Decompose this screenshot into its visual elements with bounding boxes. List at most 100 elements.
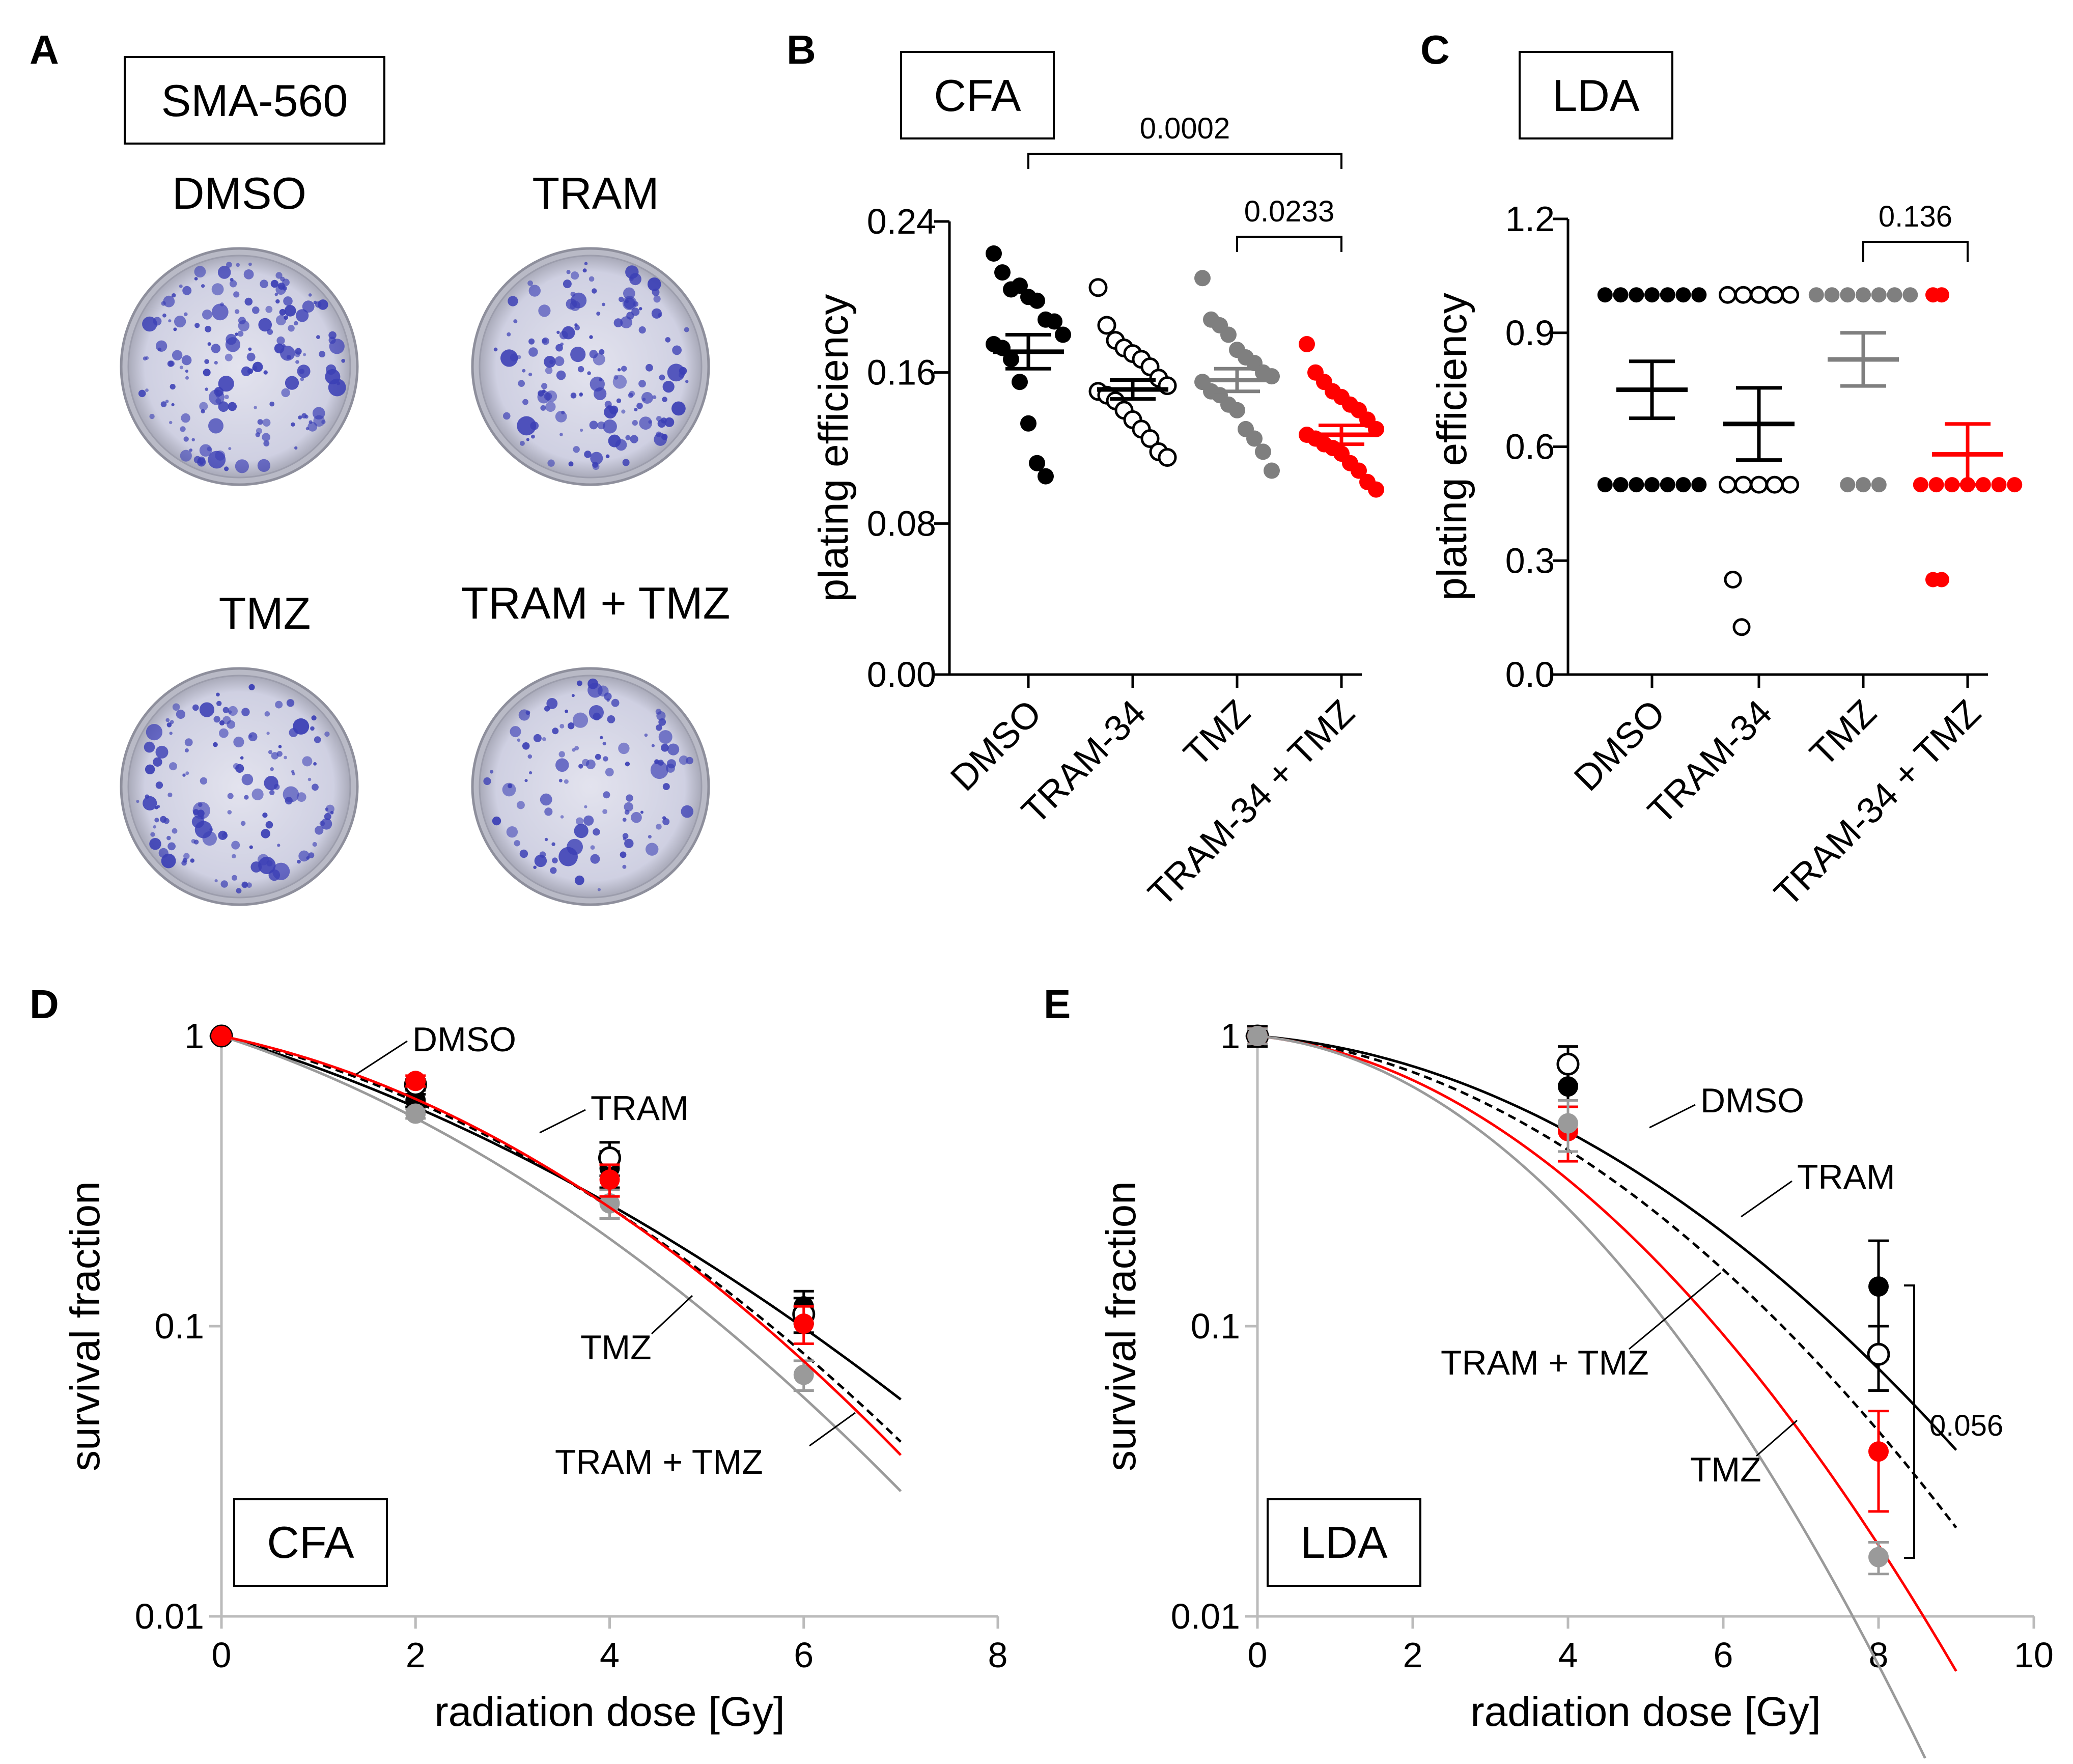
colony: [619, 296, 624, 302]
curve-label: TMZ: [1690, 1450, 1761, 1489]
colony: [244, 297, 253, 306]
colony: [153, 317, 162, 326]
colony: [143, 796, 157, 810]
colony: [202, 310, 212, 320]
colony: [224, 466, 229, 471]
colony: [639, 307, 642, 311]
colony: [217, 266, 231, 279]
colony: [325, 807, 329, 811]
colony: [664, 417, 675, 427]
colony: [149, 838, 161, 850]
colony: [219, 728, 229, 738]
colony: [284, 755, 287, 760]
fit-curve: [221, 1034, 902, 1456]
colony: [644, 733, 648, 737]
data-point: [1220, 326, 1237, 343]
colony: [539, 851, 546, 858]
colony: [194, 266, 206, 278]
data-point: [1597, 287, 1613, 303]
colony: [205, 325, 212, 332]
colony: [283, 296, 293, 306]
colony: [560, 815, 564, 819]
data-point: [1613, 477, 1629, 493]
colony: [545, 390, 557, 402]
colony: [662, 397, 667, 402]
colony: [590, 376, 605, 392]
colony: [143, 356, 147, 361]
colony: [626, 794, 633, 802]
colony: [216, 701, 222, 707]
colony: [658, 730, 673, 744]
x-axis-title: radiation dose [Gy]: [1470, 1689, 1820, 1735]
colony: [579, 393, 583, 397]
curve-annotation: TRAM + TMZ: [555, 1412, 856, 1481]
data-point: [1368, 481, 1384, 498]
colony: [528, 347, 538, 357]
colony: [258, 318, 272, 332]
colony: [592, 288, 597, 294]
colony: [556, 330, 560, 334]
data-point: [1140, 429, 1160, 448]
data-point: [1660, 287, 1675, 303]
colony: [554, 356, 565, 367]
curve-annotation: DMSO: [356, 1020, 516, 1075]
colony: [534, 854, 547, 867]
colony: [656, 724, 662, 731]
data-point: [1928, 477, 1944, 493]
colony: [160, 816, 167, 823]
p-value-label: 0.0233: [1244, 195, 1334, 228]
colony: [285, 376, 299, 390]
colony: [580, 429, 583, 432]
colony: [555, 344, 563, 352]
colony: [214, 879, 218, 883]
colony: [302, 300, 315, 313]
panel-d: D 0.01 0.1 1 0 2 4 6 8 radiation dose [Gy] surviv…: [30, 982, 1007, 1735]
colony: [527, 754, 533, 759]
colony: [621, 409, 626, 414]
colony: [155, 781, 163, 789]
colony: [222, 707, 229, 713]
dish-label-dmso: DMSO: [172, 168, 306, 218]
colony: [570, 347, 586, 362]
colony: [228, 402, 237, 411]
colony: [282, 344, 286, 348]
colony: [308, 293, 312, 297]
colony: [547, 459, 555, 467]
significance-bracket: 0.0233: [1236, 195, 1342, 252]
y-tick-label: 0.24: [867, 202, 936, 241]
colony: [166, 722, 172, 727]
colony: [262, 813, 268, 818]
colony: [220, 880, 228, 888]
colony: [278, 745, 282, 748]
data-point: [1194, 270, 1211, 287]
colony: [226, 333, 237, 345]
colony: [631, 307, 640, 316]
colony: [153, 825, 157, 829]
colony: [211, 344, 221, 353]
data-point: [1766, 475, 1784, 494]
colony: [261, 829, 270, 838]
colony: [226, 262, 232, 268]
colony: [193, 809, 199, 815]
data-point: [1734, 286, 1752, 304]
y-tick-label: 0.1: [155, 1306, 204, 1346]
curve-annotation: TMZ: [580, 1295, 693, 1367]
colony: [661, 434, 668, 440]
colony: [214, 360, 218, 365]
colony: [312, 783, 319, 791]
colony: [311, 715, 317, 721]
colony: [522, 369, 526, 373]
data-point: [1351, 462, 1367, 479]
colony: [213, 742, 218, 747]
colony: [161, 301, 166, 306]
colony: [172, 703, 180, 711]
colony: [306, 856, 310, 860]
colony: [622, 459, 630, 466]
colony: [229, 280, 237, 288]
colony: [584, 805, 587, 808]
curve-annotation: TMZ: [1690, 1419, 1798, 1489]
colony: [528, 285, 541, 297]
curve-label: DMSO: [1700, 1081, 1804, 1120]
colony: [571, 694, 575, 697]
